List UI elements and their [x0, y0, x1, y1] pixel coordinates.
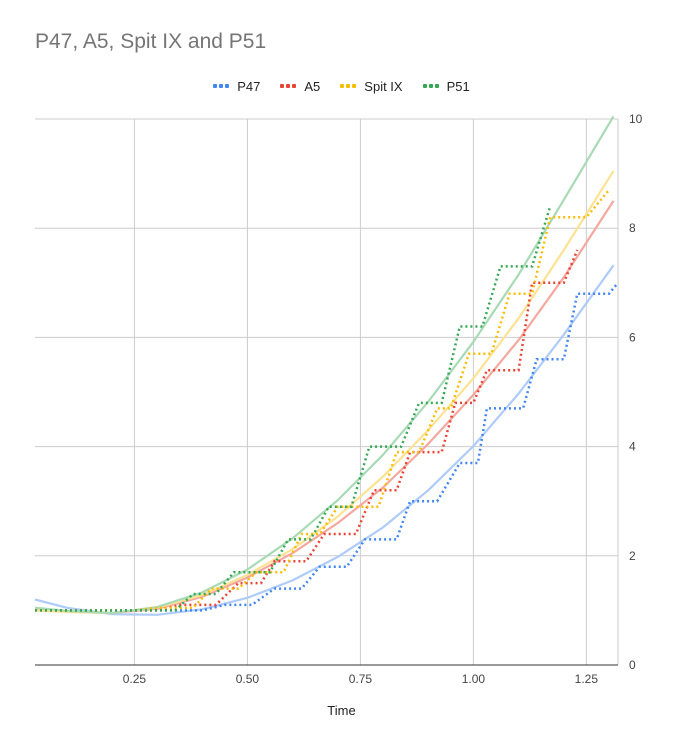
legend-label: Spit IX	[364, 78, 403, 94]
x-tick-label: 1.25	[575, 672, 599, 686]
x-tick-label: 0.25	[123, 672, 147, 686]
y-tick-label: 8	[629, 221, 636, 235]
series-lines	[35, 189, 619, 612]
legend-item-p51: P51	[422, 78, 470, 94]
y-tick-label: 10	[629, 112, 643, 126]
y-tick-label: 4	[629, 440, 636, 454]
legend-label: P51	[446, 78, 470, 94]
legend-item-spit-ix: Spit IX	[340, 78, 403, 94]
x-tick-labels: 0.25 0.50 0.75 1.00 1.25	[123, 672, 599, 686]
y-tick-label: 2	[629, 549, 636, 563]
legend-label: P47	[237, 78, 261, 94]
y-tick-labels: 0 2 4 6 8 10	[629, 112, 643, 672]
legend: P47 A5 Spit IX P51	[0, 76, 683, 94]
x-axis-label: Time	[327, 703, 356, 718]
legend-label: A5	[304, 78, 321, 94]
trend-lines	[34, 115, 615, 616]
legend-swatch	[422, 84, 439, 88]
y-tick-label: 6	[629, 330, 636, 344]
legend-swatch	[213, 84, 230, 88]
trendline-p47	[34, 264, 615, 616]
legend-item-a5: A5	[280, 79, 320, 94]
chart-title: P47, A5, Spit IX and P51	[35, 30, 267, 53]
trendline-p51	[34, 115, 615, 615]
legend-swatch	[280, 84, 297, 88]
x-tick-label: 0.50	[236, 672, 260, 686]
series-line-p47	[35, 282, 619, 612]
legend-swatch	[340, 84, 357, 88]
x-tick-label: 0.75	[349, 672, 373, 686]
series-line-p51	[35, 206, 552, 612]
legend-item-p47: P47	[213, 79, 260, 94]
x-tick-label: 1.00	[462, 672, 486, 686]
gridlines	[35, 118, 619, 665]
series-line-spit-ix	[35, 189, 610, 612]
series-line-a5	[35, 249, 579, 612]
y-tick-label: 0	[629, 658, 636, 672]
